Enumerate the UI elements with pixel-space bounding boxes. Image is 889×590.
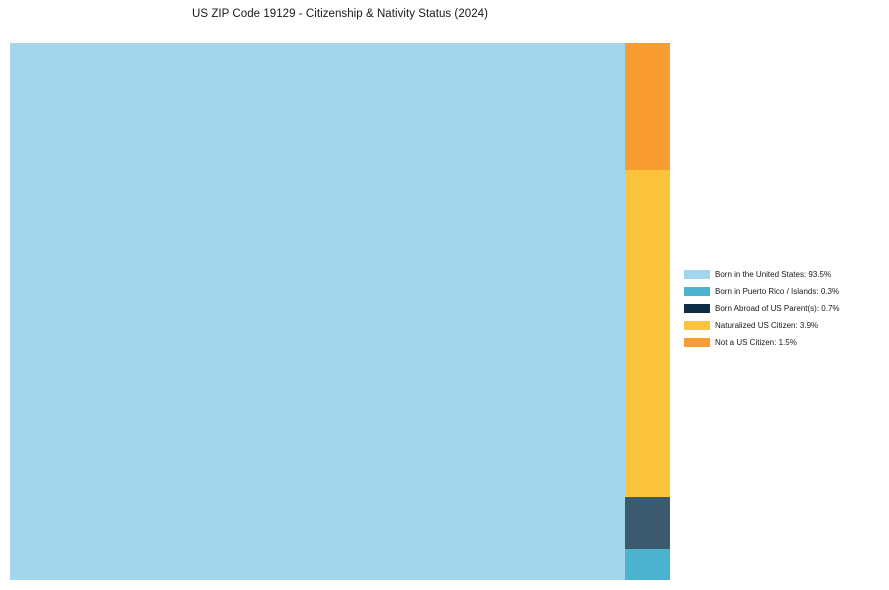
legend-swatch-icon: [684, 270, 710, 279]
legend-item-label: Naturalized US Citizen: 3.9%: [715, 320, 819, 330]
chart-legend: Born in the United States: 93.5% Born in …: [684, 266, 884, 351]
legend-swatch-icon: [684, 304, 710, 313]
treemap-tile-not-a-us-citizen[interactable]: [625, 43, 670, 170]
legend-item-label: Born Abroad of US Parent(s): 0.7%: [715, 303, 840, 313]
legend-item-label: Born in the United States: 93.5%: [715, 269, 832, 279]
legend-swatch-icon: [684, 287, 710, 296]
page-title: US ZIP Code 19129 - Citizenship & Nativi…: [192, 8, 488, 20]
legend-item-label: Not a US Citizen: 1.5%: [715, 337, 797, 347]
treemap-tile-born-in-puerto-rico-islands[interactable]: [625, 549, 670, 580]
legend-swatch-icon: [684, 321, 710, 330]
legend-swatch-icon: [684, 338, 710, 347]
legend-item-label: Born in Puerto Rico / Islands: 0.3%: [715, 286, 840, 296]
treemap-plot-area: [10, 43, 670, 580]
treemap-tile-born-abroad-of-us-parents[interactable]: [625, 497, 670, 549]
legend-item[interactable]: Born Abroad of US Parent(s): 0.7%: [684, 300, 884, 317]
legend-item[interactable]: Born in the United States: 93.5%: [684, 266, 884, 283]
legend-item[interactable]: Naturalized US Citizen: 3.9%: [684, 317, 884, 334]
treemap-tile-born-in-the-united-states[interactable]: [10, 43, 625, 580]
legend-item[interactable]: Born in Puerto Rico / Islands: 0.3%: [684, 283, 884, 300]
legend-item[interactable]: Not a US Citizen: 1.5%: [684, 334, 884, 351]
treemap-tile-naturalized-us-citizen[interactable]: [625, 170, 670, 497]
